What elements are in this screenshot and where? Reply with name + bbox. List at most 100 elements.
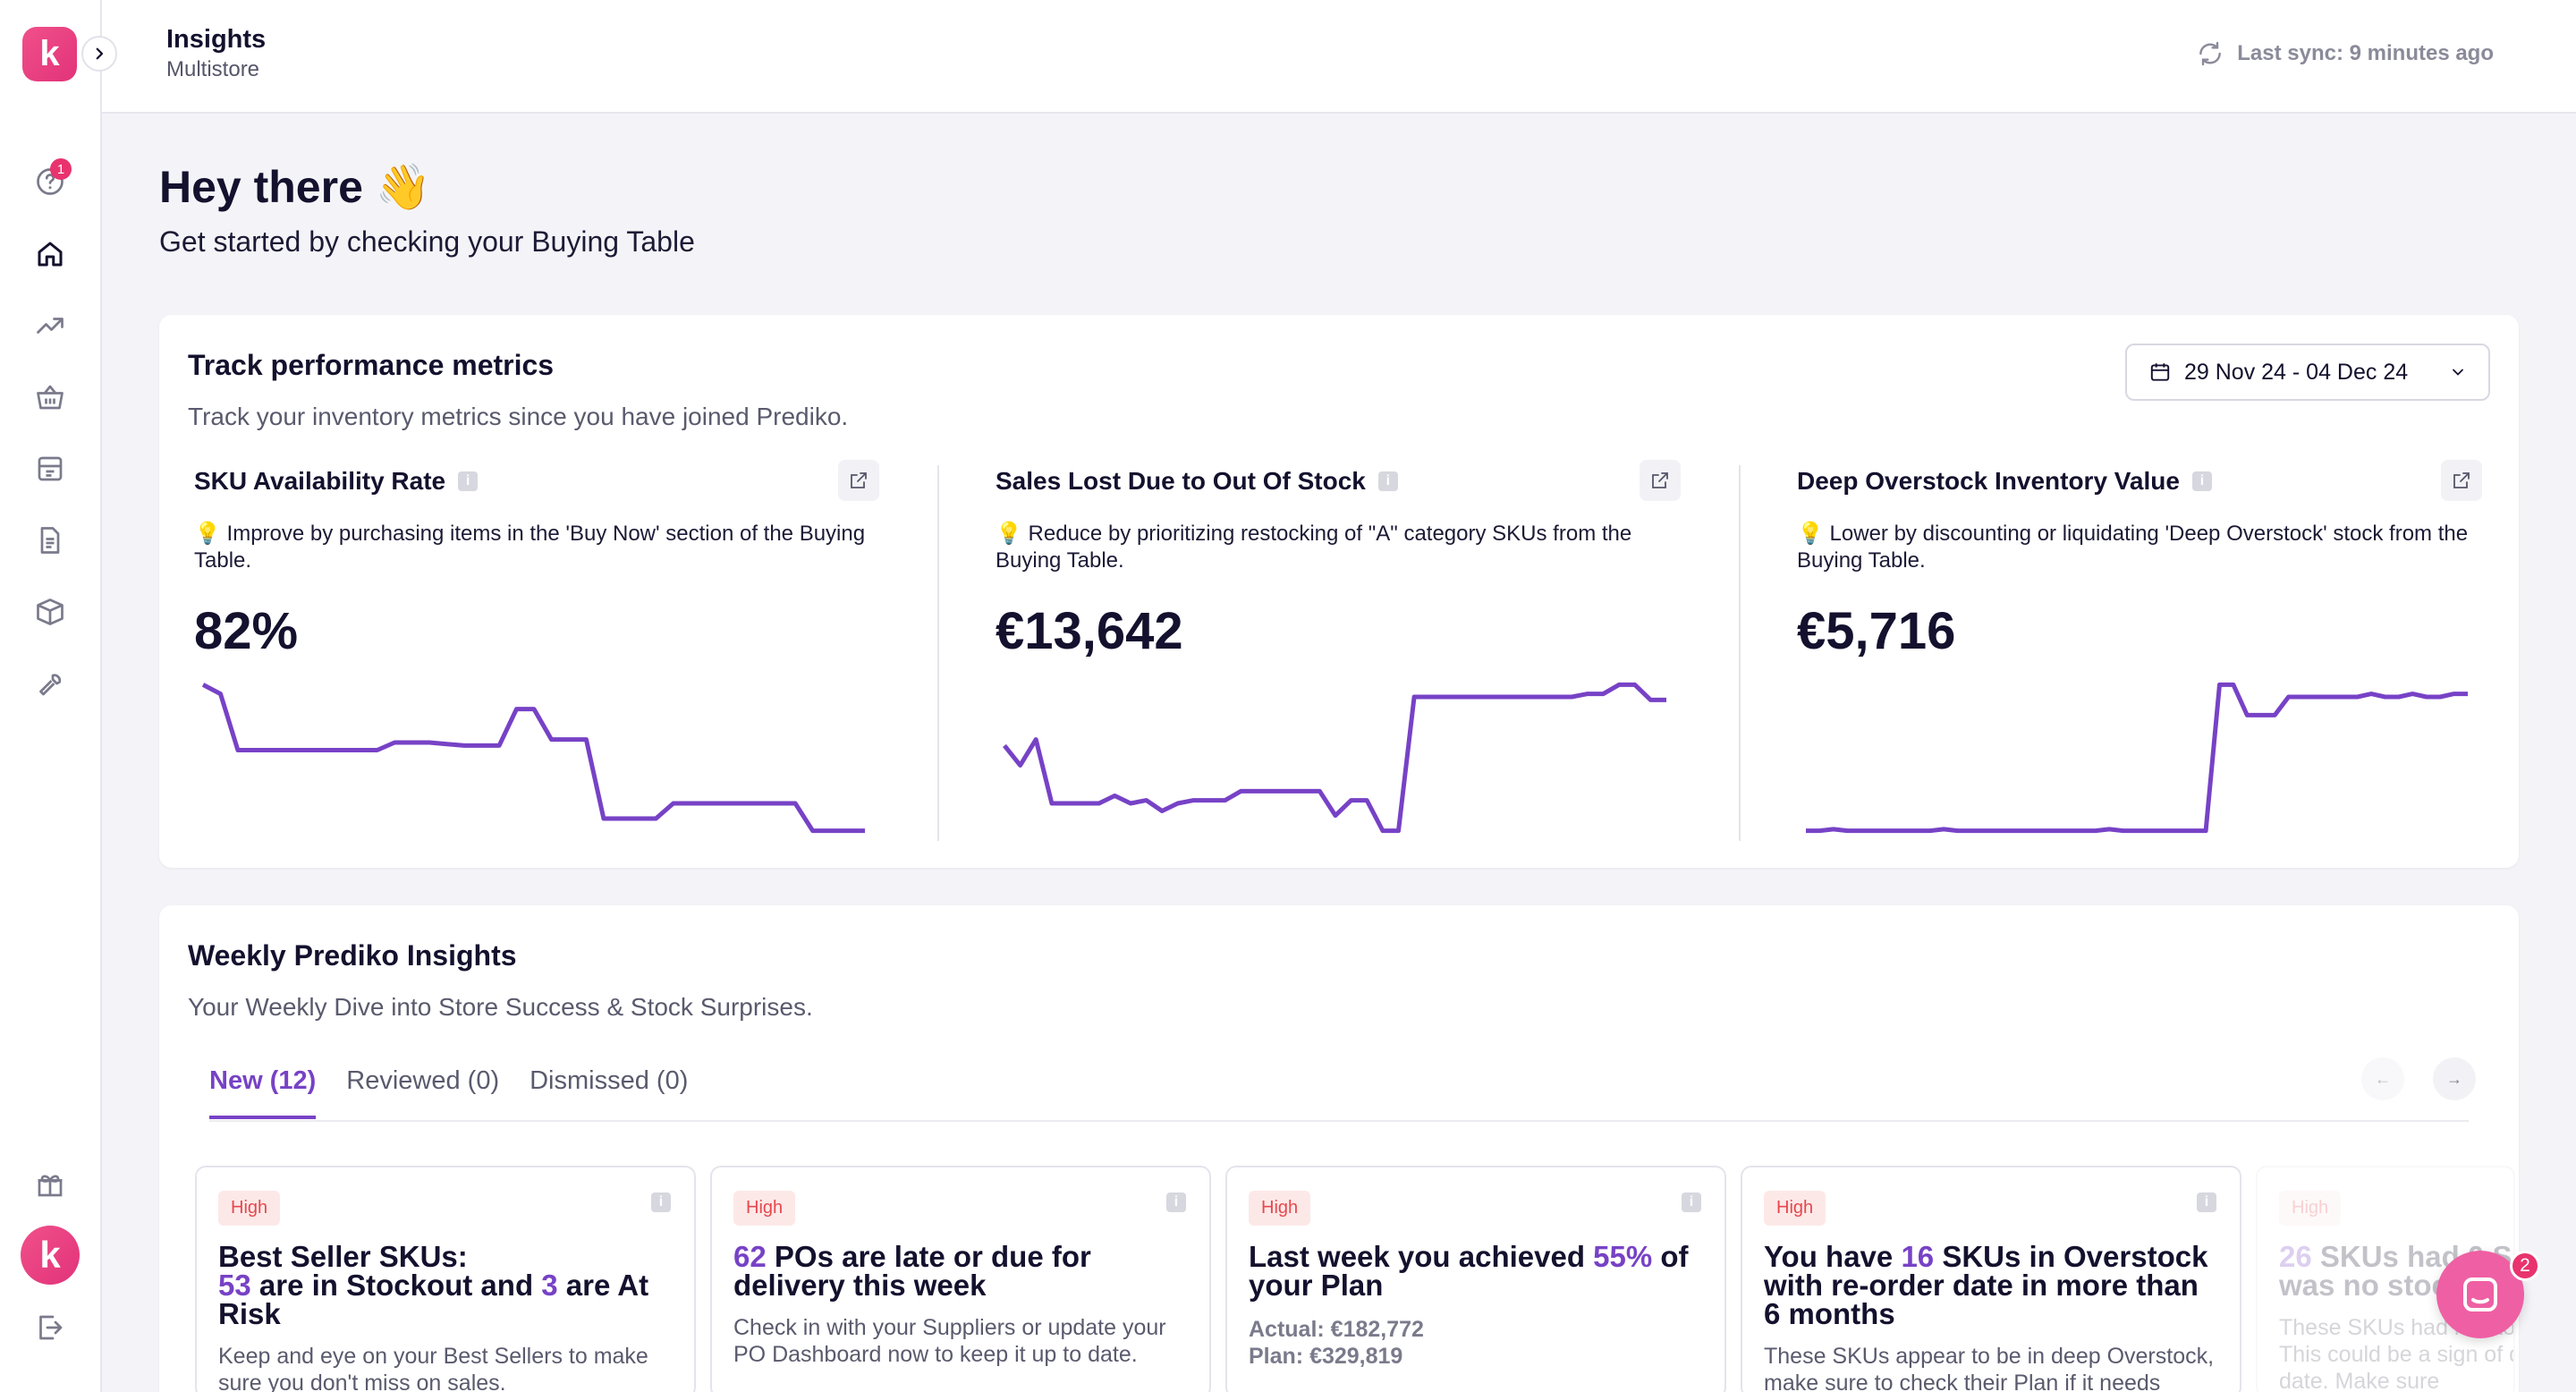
info-icon[interactable]: i [458, 471, 479, 491]
date-range-picker[interactable]: 29 Nov 24 - 04 Dec 24 [2125, 344, 2490, 401]
metric-deep-overstock: Deep Overstock Inventory Value i 💡 Lower … [1797, 460, 2530, 834]
sidebar: k 1 k [0, 0, 117, 1392]
info-icon[interactable]: i [1166, 1193, 1186, 1212]
gift-icon [38, 1175, 63, 1197]
insight-title: Last week you achieved 55% of your Plan [1249, 1240, 1705, 1302]
chevron-right-icon [96, 47, 104, 60]
insight-text: of your Plan [1249, 1240, 1689, 1302]
chat-icon [2463, 1277, 2497, 1311]
priority-badge: High [1764, 1191, 1826, 1226]
open-external-button[interactable] [2441, 460, 2482, 501]
insight-card[interactable]: High i You have 16 SKUs in Overstock wit… [1741, 1166, 2241, 1392]
insight-stats: Actual: €182,772 Plan: €329,819 [1249, 1316, 1424, 1370]
tab-dismissed[interactable]: Dismissed (0) [530, 1066, 689, 1095]
sidebar-item-home[interactable] [32, 236, 68, 272]
performance-description: Track your inventory metrics since you h… [188, 403, 849, 430]
metric-sparkline [201, 683, 865, 834]
sidebar-item-gift[interactable] [32, 1167, 68, 1202]
prev-arrow-button[interactable]: ← [2361, 1057, 2404, 1100]
home-icon [38, 242, 63, 267]
tab-reviewed[interactable]: Reviewed (0) [346, 1066, 500, 1095]
metric-tip: 💡 Improve by purchasing items in the 'Bu… [194, 522, 866, 573]
insight-body: These SKUs appear to be in deep Overstoc… [1764, 1344, 2215, 1392]
insight-tabs: New (12) Reviewed (0) Dismissed (0) [209, 1066, 688, 1119]
metric-tip: 💡 Lower by discounting or liquidating 'D… [1797, 522, 2469, 573]
chat-launcher-button[interactable] [2436, 1251, 2524, 1338]
document-icon [40, 527, 60, 554]
sidebar-item-trends[interactable] [32, 308, 68, 344]
weekly-title: Weekly Prediko Insights [188, 939, 517, 972]
sidebar-item-planning[interactable] [32, 451, 68, 487]
metric-name: Deep Overstock Inventory Value i [1797, 467, 2212, 496]
logout-icon [39, 1315, 63, 1340]
greeting-subtitle: Get started by checking your Buying Tabl… [159, 225, 695, 258]
trending-icon [37, 318, 64, 334]
sync-icon [2199, 41, 2222, 66]
insight-card[interactable]: High i Last week you achieved 55% of you… [1225, 1166, 1726, 1392]
avatar[interactable]: k [21, 1226, 80, 1285]
insight-card[interactable]: High i Best Seller SKUs: 53 are in Stocko… [195, 1166, 696, 1392]
info-icon[interactable]: i [1682, 1193, 1701, 1212]
chevron-down-icon [2453, 369, 2463, 376]
metric-value: €5,716 [1797, 602, 1956, 660]
insight-card[interactable]: High i 62 POs are late or due for delive… [710, 1166, 1211, 1392]
insight-text: You have [1764, 1240, 1902, 1273]
basket-icon [37, 385, 64, 410]
actual-value: Actual: €182,772 [1249, 1317, 1424, 1342]
sidebar-item-products[interactable] [32, 594, 68, 630]
sidebar-item-buying[interactable] [32, 379, 68, 415]
logo[interactable]: k [22, 27, 77, 81]
sidebar-expand-button[interactable] [81, 36, 117, 72]
date-range-value: 29 Nov 24 - 04 Dec 24 [2184, 359, 2409, 385]
chat-badge: 2 [2510, 1251, 2540, 1281]
external-link-icon [1652, 472, 1668, 488]
insight-text: Best Seller SKUs: [218, 1240, 468, 1273]
info-icon[interactable]: i [1377, 471, 1398, 491]
logout-button[interactable] [32, 1310, 68, 1345]
sync-status[interactable]: Last sync: 9 minutes ago [2196, 39, 2494, 68]
insight-text: Last week you achieved [1249, 1240, 1594, 1273]
insight-title: Best Seller SKUs: 53 are in Stockout and … [218, 1240, 674, 1328]
insight-number: 62 [733, 1240, 767, 1273]
performance-title: Track performance metrics [188, 349, 555, 381]
metric-divider [937, 465, 939, 841]
priority-badge: High [733, 1191, 796, 1226]
insight-number: 53 [218, 1269, 251, 1302]
metric-label: SKU Availability Rate [194, 467, 446, 495]
metric-sparkline [1003, 682, 1666, 834]
next-arrow-button[interactable]: → [2433, 1057, 2476, 1100]
metric-value: €13,642 [996, 602, 1183, 660]
tabs-divider [209, 1120, 2469, 1122]
page-subtitle: Multistore [166, 57, 260, 81]
page-title: Insights [166, 25, 267, 54]
insight-text: POs are late or due for delivery this we… [733, 1240, 1091, 1302]
open-external-button[interactable] [1640, 460, 1681, 501]
insight-body: Check in with your Suppliers or update y… [733, 1315, 1166, 1367]
info-icon[interactable]: i [651, 1193, 671, 1212]
metric-sparkline [1806, 682, 2468, 834]
external-link-icon [2453, 472, 2470, 488]
sidebar-item-help[interactable]: 1 [32, 158, 72, 199]
sparkline-series [1003, 682, 1666, 834]
plan-value: Plan: €329,819 [1249, 1344, 1403, 1369]
sidebar-item-orders[interactable] [32, 522, 68, 558]
info-icon[interactable]: i [2197, 1193, 2216, 1212]
info-icon[interactable]: i [2191, 471, 2212, 491]
open-external-button[interactable] [838, 460, 879, 501]
sparkline-series [1806, 682, 2468, 834]
metric-name: SKU Availability Rate i [194, 467, 479, 496]
metric-tip: 💡 Reduce by prioritizing restocking of "… [996, 522, 1632, 573]
calendar-icon [2150, 363, 2170, 381]
performance-card: Track performance metrics Track your inv… [159, 315, 2519, 868]
metric-label: Deep Overstock Inventory Value [1797, 467, 2180, 495]
insight-title: You have 16 SKUs in Overstock with re-or… [1764, 1240, 2220, 1330]
greeting-title: Hey there 👋 [159, 162, 432, 212]
calendar-icon [38, 456, 63, 481]
metric-name: Sales Lost Due to Out Of Stock i [996, 467, 1398, 496]
tab-new[interactable]: New (12) [209, 1066, 317, 1119]
sidebar-item-settings[interactable] [32, 666, 68, 701]
insight-text: SKUs in Overstock with re-order date in … [1764, 1240, 2208, 1330]
insight-number: 16 [1901, 1240, 1935, 1273]
tools-icon [39, 674, 62, 696]
external-link-icon [851, 472, 867, 488]
